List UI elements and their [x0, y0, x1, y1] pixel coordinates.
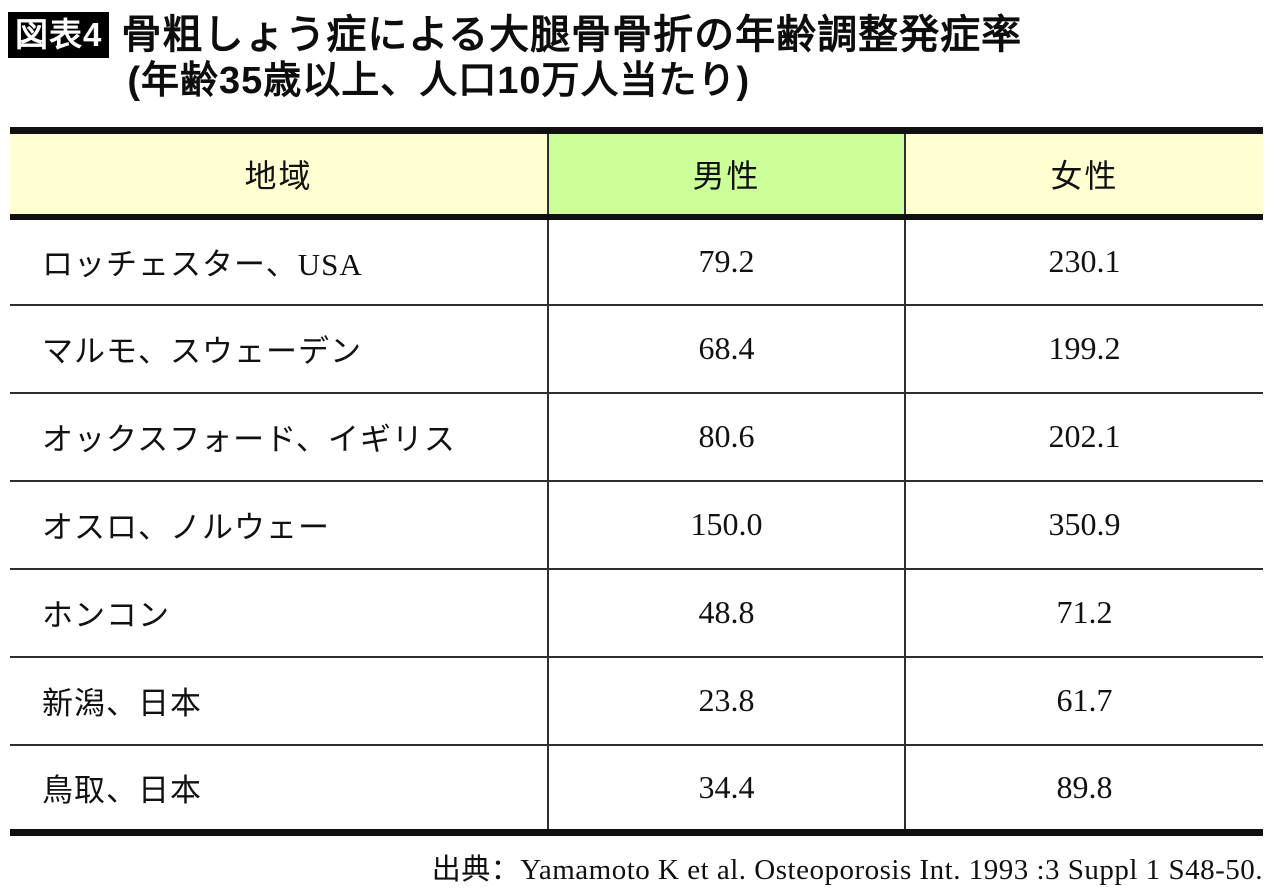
figure-number-badge: 図表4 — [8, 12, 110, 58]
incidence-table: 地域 男性 女性 ロッチェスター、USA 79.2 230.1 マルモ、スウェー… — [10, 127, 1263, 836]
table-row: ホンコン 48.8 71.2 — [10, 568, 1263, 657]
region-cell: 新潟、日本 — [10, 656, 548, 745]
male-value-cell: 80.6 — [547, 392, 905, 481]
male-value-cell: 48.8 — [547, 568, 905, 657]
male-value-cell: 68.4 — [547, 304, 905, 393]
male-value-cell: 34.4 — [547, 744, 905, 833]
female-value-cell: 230.1 — [904, 216, 1263, 305]
table-row: オックスフォード、イギリス 80.6 202.1 — [10, 392, 1263, 481]
table-row: 新潟、日本 23.8 61.7 — [10, 656, 1263, 745]
table-header: 地域 男性 女性 — [10, 130, 1263, 217]
region-cell: オスロ、ノルウェー — [10, 480, 548, 569]
region-cell: 鳥取、日本 — [10, 744, 548, 833]
table-row: マルモ、スウェーデン 68.4 199.2 — [10, 304, 1263, 393]
region-cell: ホンコン — [10, 568, 548, 657]
male-value-cell: 150.0 — [547, 480, 905, 569]
male-value-cell: 23.8 — [547, 656, 905, 745]
table-row: オスロ、ノルウェー 150.0 350.9 — [10, 480, 1263, 569]
male-value-cell: 79.2 — [547, 216, 905, 305]
column-header-male: 男性 — [547, 130, 905, 217]
female-value-cell: 199.2 — [904, 304, 1263, 393]
header-row: 地域 男性 女性 — [10, 130, 1263, 217]
figure-title-line1: 骨粗しょう症による大腿骨骨折の年齢調整発症率 — [121, 13, 1023, 57]
figure-title-line2: (年齢35歳以上、人口10万人当たり) — [127, 60, 751, 102]
region-cell: マルモ、スウェーデン — [10, 304, 548, 393]
figure-title-block: 図表4 骨粗しょう症による大腿骨骨折の年齢調整発症率 (年齢35歳以上、人口10… — [8, 12, 1022, 104]
table-body: ロッチェスター、USA 79.2 230.1 マルモ、スウェーデン 68.4 1… — [10, 216, 1263, 833]
female-value-cell: 61.7 — [904, 656, 1263, 745]
figure-title: 骨粗しょう症による大腿骨骨折の年齢調整発症率 (年齢35歳以上、人口10万人当た… — [121, 12, 1022, 104]
female-value-cell: 89.8 — [904, 744, 1263, 833]
table-row: 鳥取、日本 34.4 89.8 — [10, 744, 1263, 833]
female-value-cell: 350.9 — [904, 480, 1263, 569]
female-value-cell: 202.1 — [904, 392, 1263, 481]
column-header-region: 地域 — [10, 130, 548, 217]
region-cell: ロッチェスター、USA — [10, 216, 548, 305]
female-value-cell: 71.2 — [904, 568, 1263, 657]
source-caption: 出典：Yamamoto K et al. Osteoporosis Int. 1… — [431, 854, 1263, 886]
region-cell: オックスフォード、イギリス — [10, 392, 548, 481]
table-row: ロッチェスター、USA 79.2 230.1 — [10, 216, 1263, 305]
column-header-female: 女性 — [904, 130, 1263, 217]
